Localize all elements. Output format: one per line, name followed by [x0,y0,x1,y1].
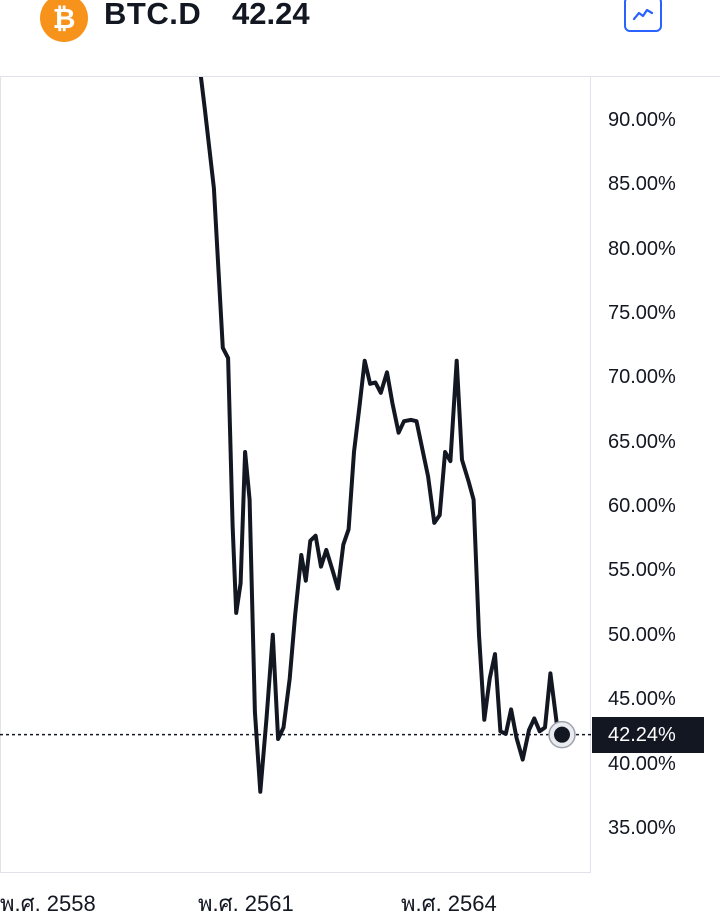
y-tick-label: 70.00% [608,366,676,389]
line-chart-icon [632,8,654,21]
bitcoin-logo-icon: ₿ [40,0,88,42]
last-point-marker [554,726,570,743]
chart-canvas[interactable] [0,0,720,900]
x-tick-label: พ.ศ. 2561 [198,891,294,916]
y-tick-label: 40.00% [608,752,676,775]
y-tick-label: 45.00% [608,688,676,711]
y-tick-label: 65.00% [608,430,676,453]
y-tick-label: 55.00% [608,559,676,582]
x-tick-label: พ.ศ. 2558 [0,891,96,916]
last-price-label: 42.24% [592,716,704,753]
symbol-price: 42.24 [232,0,310,31]
series-line-0 [198,77,564,794]
y-tick-label: 90.00% [608,109,676,131]
chart-type-button[interactable] [624,0,662,32]
y-tick-label: 75.00% [608,302,676,325]
y-tick-label: 85.00% [608,173,676,196]
plot-pane[interactable] [0,77,591,873]
y-tick-label: 60.00% [608,495,676,518]
y-tick-label: 50.00% [608,623,676,646]
x-tick-label: พ.ศ. 2564 [401,891,497,916]
symbol-name[interactable]: BTC.D [104,0,202,31]
y-tick-label: 80.00% [608,237,676,260]
y-tick-label: 35.00% [608,816,676,839]
header: ₿ BTC.D 42.24 [0,0,720,60]
chart-area[interactable] [0,76,720,873]
